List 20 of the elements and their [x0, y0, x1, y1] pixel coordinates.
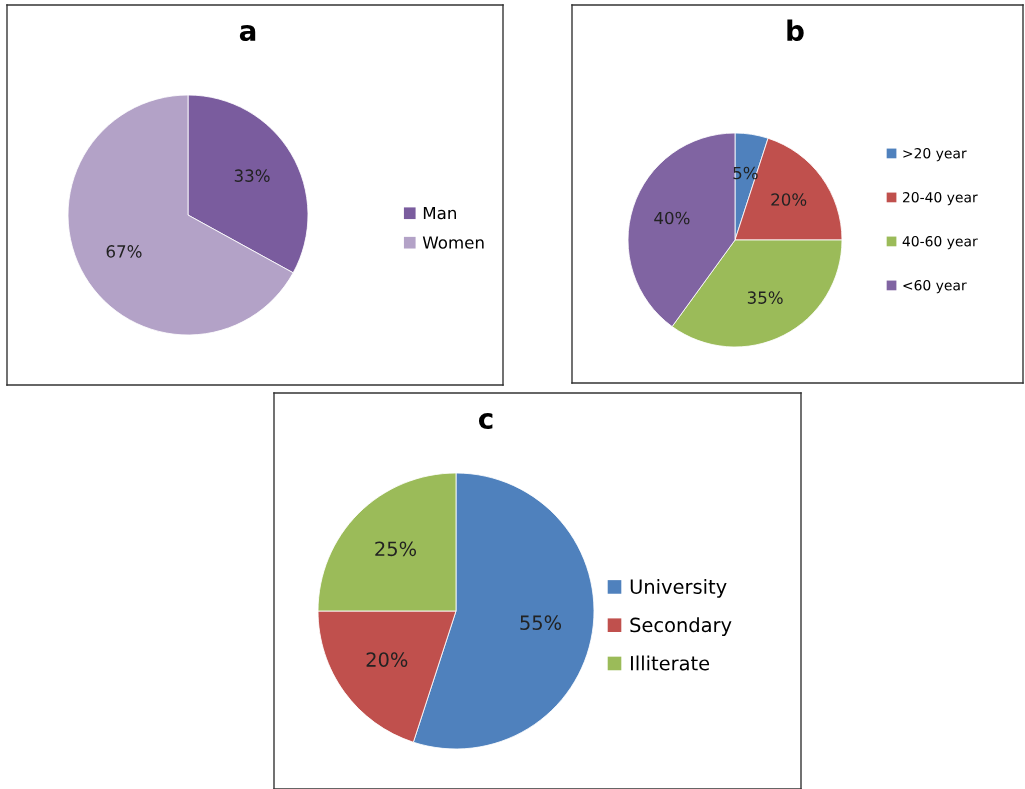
data-label: 25%: [375, 541, 417, 557]
data-label: 35%: [747, 291, 783, 304]
legend-label: Women: [422, 236, 484, 249]
legend-label: Illiterate: [631, 655, 710, 671]
legend-label: Secondary: [630, 617, 732, 637]
chart-title: c: [478, 413, 493, 430]
legend-label: <60 year: [903, 279, 967, 294]
legend-label: 40-60 year: [902, 235, 978, 250]
chart-title: b: [787, 19, 804, 42]
data-label: 67%: [106, 245, 142, 258]
data-label: 33%: [234, 169, 270, 182]
data-label: 20%: [366, 652, 408, 667]
data-label: 55%: [520, 615, 562, 631]
legend-label: Man: [423, 206, 456, 220]
data-label: 20%: [771, 193, 807, 206]
legend-label: >20 year: [903, 147, 967, 162]
legend-label: University: [630, 578, 727, 598]
legend-label: 20-40 year: [902, 191, 978, 206]
data-label: 40%: [654, 211, 690, 225]
chart-title: a: [239, 25, 256, 42]
